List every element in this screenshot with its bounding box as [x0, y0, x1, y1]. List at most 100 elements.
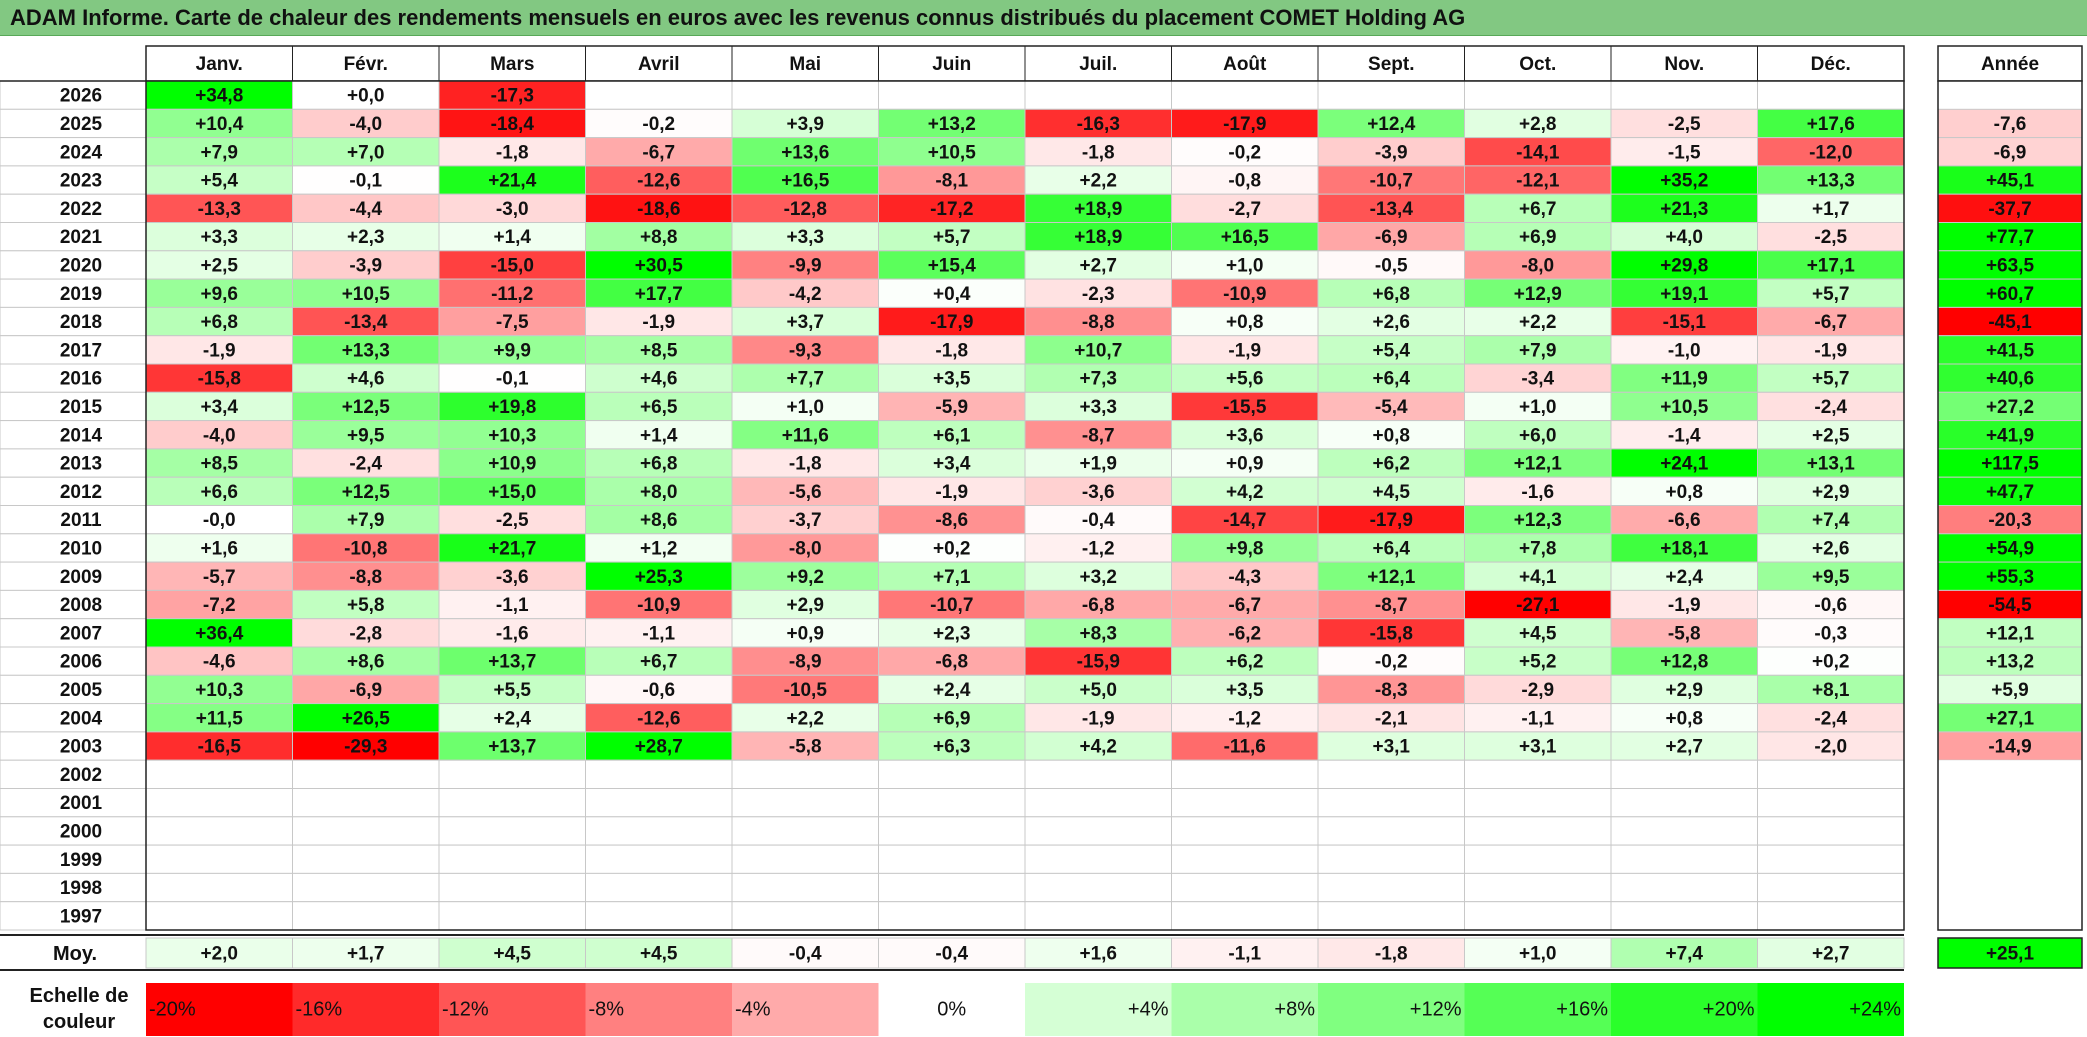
heatmap-cell [585, 476, 733, 507]
heatmap-cell [731, 335, 879, 365]
heatmap-cell-label: -12,0 [1809, 142, 1852, 163]
heatmap-cell-label: +15,0 [488, 482, 536, 503]
heatmap-cell-label: -8,0 [1521, 255, 1554, 276]
annual-cell [1938, 760, 2082, 789]
annual-cell-label: +5,9 [1991, 680, 2029, 701]
heatmap-cell [1171, 448, 1319, 478]
heatmap-cell-label: +13,3 [342, 340, 390, 361]
average-cell-label: -0,4 [789, 944, 822, 965]
heatmap-cell-label: +18,1 [1660, 538, 1709, 559]
heatmap-cell-label: -3,6 [496, 567, 529, 588]
annual-cell-label: +41,5 [1986, 340, 2035, 361]
heatmap-cell-label: +2,7 [1665, 737, 1703, 758]
heatmap-cell [1024, 872, 1172, 903]
year-label: 1997 [60, 906, 102, 927]
heatmap-cell [292, 505, 440, 535]
heatmap-cell [1024, 816, 1172, 846]
heatmap-cell [1171, 872, 1319, 903]
year-label-cell [0, 561, 147, 591]
heatmap-cell-label: -6,7 [1228, 595, 1261, 616]
year-label-cell [0, 844, 147, 874]
heatmap-cell [1757, 80, 1905, 110]
heatmap-cell [145, 646, 293, 676]
heatmap-cell [1757, 193, 1905, 223]
year-label-cell [0, 420, 147, 450]
color-scale-stop-label: +20% [1703, 999, 1755, 1021]
heatmap-cell [1317, 137, 1465, 167]
heatmap-cell-label: +4,2 [1079, 737, 1117, 758]
heatmap-cell [438, 646, 586, 676]
heatmap-cell-label: +9,8 [1226, 538, 1264, 559]
heatmap-cell-label: -2,7 [1228, 199, 1261, 220]
heatmap-cell [1610, 788, 1758, 818]
heatmap-cell-label: -1,6 [496, 623, 529, 644]
month-header-label: Févr. [344, 54, 388, 75]
heatmap-cell [292, 618, 440, 648]
heatmap-cell [878, 420, 1026, 450]
annual-cell [1937, 363, 2083, 393]
heatmap-cell [1171, 363, 1319, 393]
year-label-cell [0, 646, 147, 676]
heatmap-cell [292, 872, 440, 903]
average-annual-cell [1937, 937, 2083, 969]
heatmap-cell-label: -17,9 [1223, 114, 1266, 135]
heatmap-cell-label: +11,9 [1661, 369, 1708, 390]
heatmap-cell-label: +19,8 [488, 397, 536, 418]
heatmap-cell-label: -12,8 [784, 199, 827, 220]
heatmap-cell-label: -12,6 [637, 708, 680, 729]
heatmap-cell [731, 589, 879, 620]
year-label: 2013 [60, 454, 102, 475]
heatmap-cell [1464, 731, 1612, 761]
heatmap-cell-label: -3,4 [1521, 369, 1554, 390]
heatmap-cell [1464, 335, 1612, 365]
heatmap-cell-label: -17,3 [491, 86, 534, 107]
average-cell-label: -0,4 [935, 944, 968, 965]
heatmap-cell-label: +1,0 [1519, 397, 1557, 418]
heatmap-cell [1464, 193, 1612, 223]
heatmap-cell-label: +7,0 [347, 142, 385, 163]
heatmap-cell [1024, 646, 1172, 676]
heatmap-cell-label: -0,5 [1375, 255, 1408, 276]
annual-cell-label: +13,2 [1986, 652, 2034, 673]
heatmap-cell-label: -1,1 [642, 623, 675, 644]
heatmap-cell [1171, 250, 1319, 280]
average-cell-label: -1,8 [1375, 944, 1408, 965]
heatmap-cell [731, 391, 879, 422]
heatmap-cell [1464, 165, 1612, 195]
heatmap-cell [1024, 391, 1172, 422]
heatmap-cell [1171, 759, 1319, 790]
heatmap-cell [731, 533, 879, 563]
heatmap-cell-label: +0,8 [1665, 482, 1703, 503]
heatmap-cell [1024, 80, 1172, 110]
heatmap-cell-label: -13,4 [344, 312, 388, 333]
heatmap-cell-label: +10,9 [488, 454, 536, 475]
heatmap-cell-label: +13,1 [1807, 454, 1856, 475]
heatmap-cell [1610, 816, 1758, 846]
heatmap-cell-label: -2,0 [1814, 737, 1847, 758]
heatmap-cell-label: +4,5 [1519, 623, 1557, 644]
year-label: 2008 [60, 595, 102, 616]
heatmap-cell-label: +7,1 [933, 567, 971, 588]
heatmap-cell-label: +3,5 [933, 369, 971, 390]
month-header-label: Août [1223, 54, 1267, 75]
heatmap-cell-label: +5,5 [493, 680, 531, 701]
heatmap-cell-label: +13,6 [781, 142, 829, 163]
heatmap-cell [1610, 901, 1758, 931]
heatmap-cell-label: +2,3 [933, 623, 971, 644]
heatmap-cell [438, 901, 586, 931]
heatmap-cell-label: +8,5 [200, 454, 238, 475]
heatmap-cell-label: +3,2 [1079, 567, 1117, 588]
heatmap-cell-label: +1,0 [786, 397, 824, 418]
heatmap-cell-label: -1,1 [496, 595, 529, 616]
heatmap-cell-label: +3,4 [200, 397, 238, 418]
heatmap-cell [585, 420, 733, 450]
average-cell-label: +1,7 [347, 944, 385, 965]
heatmap-cell-label: -9,9 [789, 255, 822, 276]
heatmap-cell-label: -17,9 [930, 312, 973, 333]
year-label: 2000 [60, 821, 102, 842]
heatmap-cell-label: +10,7 [1074, 340, 1122, 361]
heatmap-cell [145, 420, 293, 450]
year-label: 2010 [60, 538, 102, 559]
heatmap-cell [1024, 193, 1172, 223]
heatmap-cell-label: +3,1 [1519, 737, 1557, 758]
